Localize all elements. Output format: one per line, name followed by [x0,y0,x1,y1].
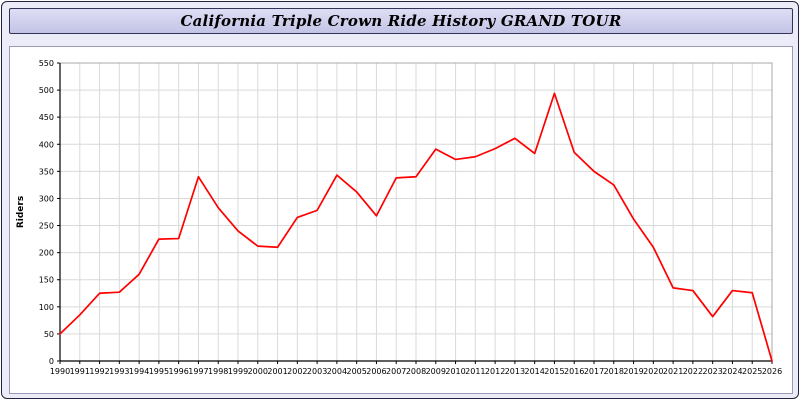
y-tick-label: 450 [39,113,54,122]
chart-title-bar: California Triple Crown Ride History GRA… [9,8,793,34]
x-tick-label: 1992 [89,367,109,376]
x-tick-label: 2018 [604,367,624,376]
x-tick-label: 2021 [663,367,683,376]
y-tick-label: 400 [39,140,54,149]
x-tick-label: 1998 [208,367,228,376]
y-tick-label: 550 [39,59,54,68]
chart-panel: 1990 1991 1992 1993 1994 1995 1996 1997 1998 1999… [9,46,793,394]
x-tick-label: 2000 [248,367,268,376]
x-tick-label: 2003 [307,367,327,376]
x-tick-label: 2006 [366,367,386,376]
x-tick-label: 2009 [426,367,446,376]
y-tick-label: 100 [39,303,54,312]
riders-data-line [59,92,773,362]
x-tick-label: 2005 [346,367,366,376]
y-tick-label: 300 [39,194,54,203]
x-tick-label: 2004 [327,367,347,376]
y-tick-label: 200 [39,249,54,258]
x-tick-label: 1994 [129,367,149,376]
x-tick-label: 2011 [465,367,485,376]
x-tick-label: 2017 [584,367,604,376]
x-tick-label: 2008 [406,367,426,376]
x-tick-label: 2026 [762,367,782,376]
x-tick-label: 2013 [505,367,525,376]
y-tick-label: 350 [39,167,54,176]
x-tick-label: 2001 [267,367,287,376]
x-tick-label: 2012 [485,367,505,376]
x-tick-label: 1996 [168,367,188,376]
y-tick-label: 250 [39,222,54,231]
y-tick-label: 500 [39,86,54,95]
x-tick-label: 2015 [544,367,564,376]
y-tick-label: 0 [49,357,54,366]
x-tick-label: 2016 [564,367,584,376]
x-tick-label: 2023 [702,367,722,376]
x-tick-label: 1999 [228,367,248,376]
x-tick-label: 2014 [524,367,544,376]
chart-title: California Triple Crown Ride History GRA… [180,12,622,30]
x-tick-label: 1997 [188,367,208,376]
x-tick-label: 2020 [643,367,663,376]
x-tick-label: 2007 [386,367,406,376]
x-tick-label: 1995 [149,367,169,376]
y-axis-label: Riders [16,196,26,228]
x-tick-label: 2019 [623,367,643,376]
x-tick-label: 2024 [722,367,742,376]
x-tick-label: 1990 [50,367,70,376]
line-chart: 1990 1991 1992 1993 1994 1995 1996 1997 1998 1999… [16,59,782,376]
x-tick-label: 2025 [742,367,762,376]
y-tick-label: 150 [39,276,54,285]
y-tick-label: 50 [44,330,54,339]
x-tick-label: 1993 [109,367,129,376]
x-tick-label: 1991 [70,367,90,376]
x-tick-label: 2002 [287,367,307,376]
x-tick-label: 2010 [445,367,465,376]
x-tick-label: 2022 [683,367,703,376]
